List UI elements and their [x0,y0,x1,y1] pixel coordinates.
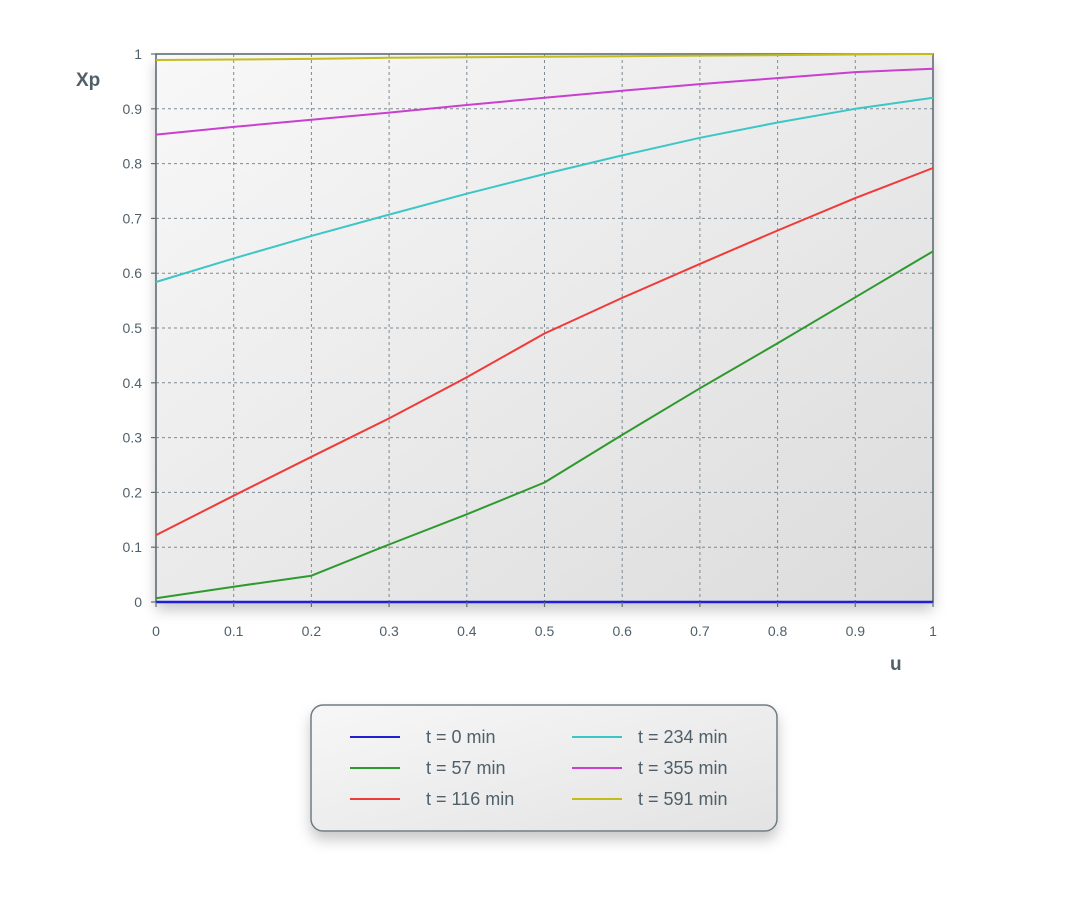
legend-label: t = 116 min [426,789,514,809]
x-tick-label: 0.4 [457,623,477,639]
legend-label: t = 57 min [426,758,506,778]
x-tick-label: 0.6 [612,623,632,639]
y-axis-title: Xp [76,70,100,91]
series-line-1 [155,250,934,600]
legend-label: t = 0 min [426,727,496,747]
legend-label: t = 355 min [638,758,728,778]
series-line-2 [155,167,934,536]
y-tick-label: 0.4 [123,375,143,391]
x-tick-label: 0.8 [768,623,788,639]
series-layer [155,53,934,604]
y-tick-label: 0.5 [123,320,143,336]
series-line-5 [155,53,934,61]
series-line-4 [155,67,934,136]
x-axis-title: u [890,654,902,675]
y-tick-label: 0.7 [123,210,143,226]
x-tick-label: 0.1 [224,623,244,639]
y-tick-label: 0.9 [123,101,143,117]
x-tick-label: 0.7 [690,623,710,639]
legend-label: t = 234 min [638,727,728,747]
series-line-3 [155,96,934,283]
x-axis-ticks: 0 0.1 0.2 0.3 0.4 0.5 0.6 0.7 0.8 0.9 1 [152,602,937,639]
x-tick-label: 0.3 [379,623,399,639]
x-tick-label: 0 [152,623,160,639]
y-axis-ticks: 0 0.1 0.2 0.3 0.4 0.5 0.6 0.7 0.8 0.9 1 [123,46,156,610]
y-tick-label: 0.1 [123,539,143,555]
y-tick-label: 0.6 [123,265,143,281]
x-tick-label: 0.9 [846,623,866,639]
grid [156,54,933,602]
x-tick-label: 0.5 [535,623,555,639]
legend-label: t = 591 min [638,789,728,809]
y-tick-label: 0 [134,594,142,610]
x-tick-label: 0.2 [302,623,322,639]
y-tick-label: 1 [134,46,142,62]
y-tick-label: 0.2 [123,484,143,500]
y-tick-label: 0.8 [123,156,143,172]
legend-box [310,704,778,832]
y-tick-label: 0.3 [123,430,143,446]
legend: t = 0 min t = 57 min t = 116 min t = 234 mi… [310,704,778,832]
x-tick-label: 1 [929,623,937,639]
